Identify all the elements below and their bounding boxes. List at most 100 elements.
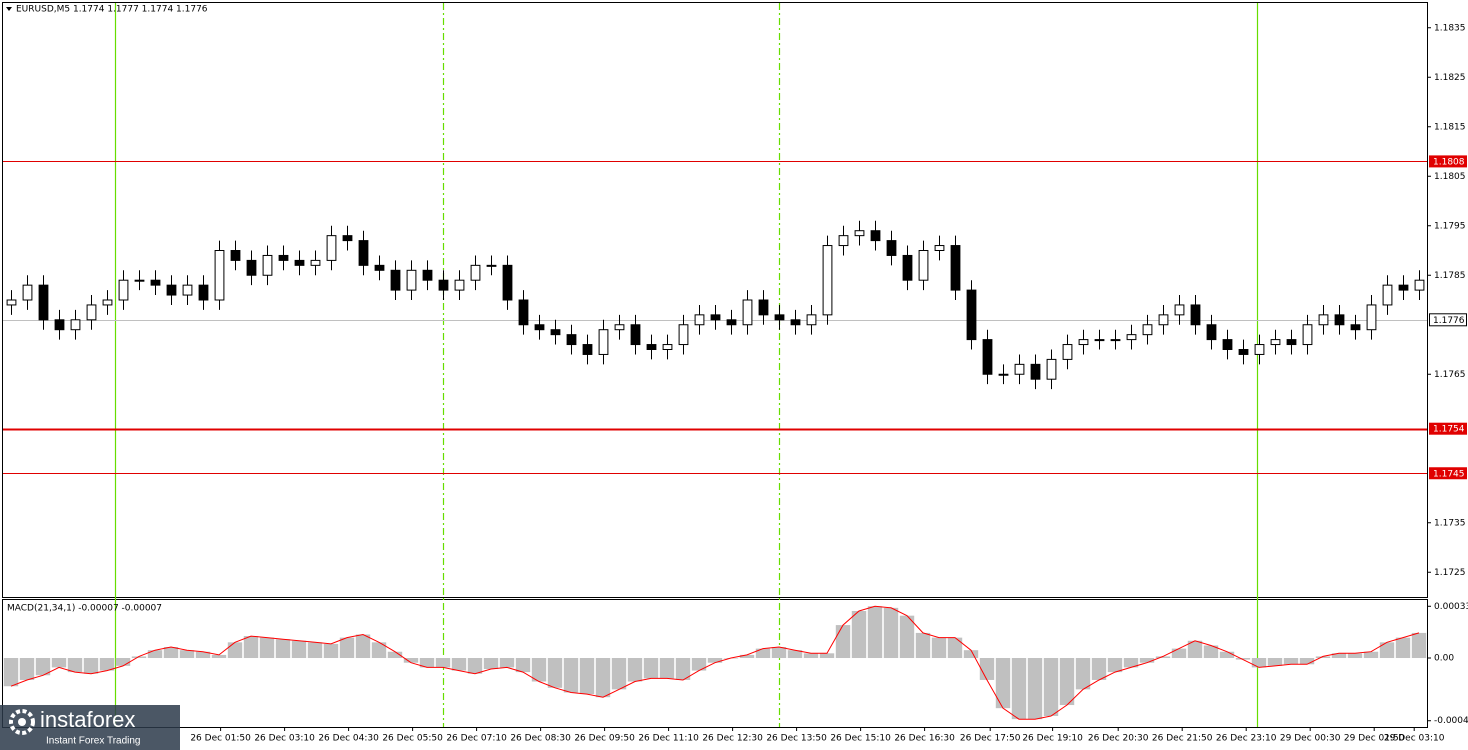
macd-bar [99,658,115,671]
candle-body [502,264,513,301]
macd-bar [771,647,787,659]
x-tick-label: 26 Dec 09:50 [574,734,635,744]
macd-bar [243,636,259,659]
macd-bar [691,658,707,671]
candle-body [1174,304,1185,316]
macd-bar [131,656,147,659]
x-tick-label: 26 Dec 12:30 [702,734,763,744]
macd-y-tick-label: 0.00033 [1434,602,1468,612]
candle-body [790,319,801,326]
macd-bar [3,658,19,687]
candle-body [1094,339,1105,342]
candle-body [1318,314,1329,326]
macd-bar [1027,658,1043,720]
macd-bar [835,625,851,659]
macd-bar [195,651,211,659]
candle-body [806,314,817,326]
x-tick-label: 26 Dec 04:30 [318,734,379,744]
macd-title: MACD(21,34,1) -0.00007 -0.00007 [7,604,162,614]
macd-bar [67,658,83,673]
candle-body [278,254,289,261]
x-tick-label: 26 Dec 19:10 [1022,734,1083,744]
watermark-tagline: Instant Forex Trading [46,736,141,747]
candle-body [774,314,785,321]
candle-body [982,339,993,375]
candle-body [166,284,177,296]
candle-body [38,284,49,321]
macd-bar [1075,658,1091,690]
candle-body [374,264,385,271]
candle-body [950,245,961,291]
macd-bar [1331,653,1347,659]
candle-body [1190,304,1201,326]
y-tick-label: 1.1805 [1434,172,1466,182]
macd-bar [307,642,323,659]
candle-body [742,299,753,326]
macd-bar [1219,651,1235,659]
macd-bar [467,658,483,674]
x-tick-label: 26 Dec 21:50 [1152,734,1213,744]
x-tick-label: 26 Dec 23:10 [1216,734,1277,744]
macd-bar [275,639,291,659]
y-tick-label: 1.1735 [1434,518,1466,528]
macd-bar [947,637,963,659]
candle-body [854,230,865,237]
macd-bar [579,658,595,695]
macd-bar [627,658,643,682]
y-tick-label: 1.1825 [1434,73,1466,83]
candle-body [1302,324,1313,346]
candle-body [566,334,577,346]
main-frame [2,2,1428,598]
candle-body [550,329,561,336]
macd-bar [1299,658,1315,665]
macd-bar [1203,645,1219,659]
candle-body [310,259,321,266]
candle-body [918,250,929,281]
candle-body [1382,284,1393,306]
candle-body [1222,339,1233,351]
x-tick-label: 26 Dec 08:30 [510,734,571,744]
candle-body [486,264,497,267]
macd-bar [1347,653,1363,659]
macd-bar [259,637,275,659]
candle-body [150,279,161,286]
candle-body [934,245,945,252]
candle-body [1414,279,1425,291]
chart-title: EURUSD,M5 1.1774 1.1777 1.1774 1.1776 [16,5,208,15]
macd-bar [1315,656,1331,659]
candle-body [1350,324,1361,331]
y-tick-label: 1.1795 [1434,221,1466,231]
macd-bar [83,658,99,674]
candle-body [1046,358,1057,380]
candle-body [598,329,609,355]
candle-body [518,299,529,326]
macd-bar [931,637,947,659]
candle-body [1142,324,1153,336]
macd-bar [323,643,339,659]
macd-y-tick-label: -0.0004 [1434,716,1468,726]
candle-body [710,314,721,321]
y-tick-label: 1.1725 [1434,568,1466,578]
candle-body [966,289,977,341]
macd-bar [179,650,195,659]
macd-frame [2,599,1428,728]
candle-body [1206,324,1217,341]
candle-body [1286,339,1297,346]
macd-bar [531,658,547,682]
macd-bar [1363,651,1379,659]
candle-body [1014,363,1025,375]
macd-bar [1139,658,1155,663]
x-tick-label: 26 Dec 03:10 [254,734,315,744]
y-tick-label: 1.1835 [1434,23,1466,33]
x-tick-label: 29 Dec 01:50 [1344,734,1405,744]
macd-bar [115,658,131,666]
macd-bar [147,650,163,659]
level-label: 1.1808 [1433,157,1465,167]
macd-bar [355,634,371,659]
x-tick-label: 26 Dec 05:50 [382,734,443,744]
macd-bar [1267,658,1283,666]
candle-body [1238,349,1249,355]
current-price-box [1429,313,1467,327]
macd-bar [1411,632,1427,659]
